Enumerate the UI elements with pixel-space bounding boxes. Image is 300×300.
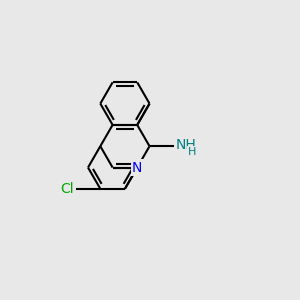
Text: NH: NH [176, 138, 197, 152]
Text: H: H [188, 147, 196, 157]
Text: Cl: Cl [61, 182, 74, 196]
Text: N: N [132, 160, 142, 175]
